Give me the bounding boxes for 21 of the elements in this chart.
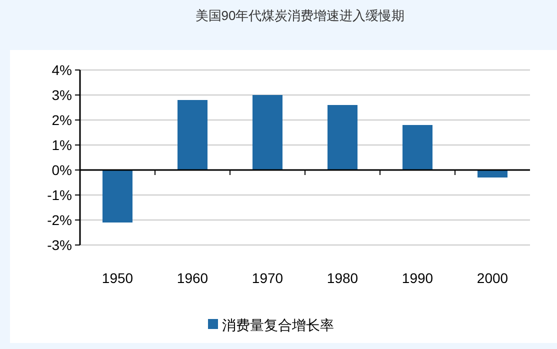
bar	[178, 100, 208, 170]
y-tick-label: -1%	[47, 187, 72, 203]
y-tick-label: -3%	[47, 237, 72, 253]
x-tick-label: 1980	[326, 270, 358, 286]
chart-title: 美国90年代煤炭消费增速进入缓慢期	[195, 8, 405, 23]
legend-label: 消费量复合增长率	[222, 318, 334, 334]
y-tick-label: 3%	[52, 87, 72, 103]
x-tick-label: 1960	[176, 270, 208, 286]
x-tick-label: 1990	[402, 270, 434, 286]
y-tick-label: 4%	[52, 62, 72, 78]
y-tick-label: 2%	[52, 112, 72, 128]
x-tick-label: 2000	[476, 270, 508, 286]
bar	[102, 170, 132, 222]
bar	[252, 95, 282, 170]
bar	[402, 125, 432, 170]
x-tick-label: 1950	[102, 270, 134, 286]
x-tick-label: 1970	[252, 270, 284, 286]
bar	[328, 105, 358, 170]
y-tick-label: 1%	[52, 137, 72, 153]
y-tick-label: -2%	[47, 212, 72, 228]
y-tick-label: 0%	[52, 162, 72, 178]
